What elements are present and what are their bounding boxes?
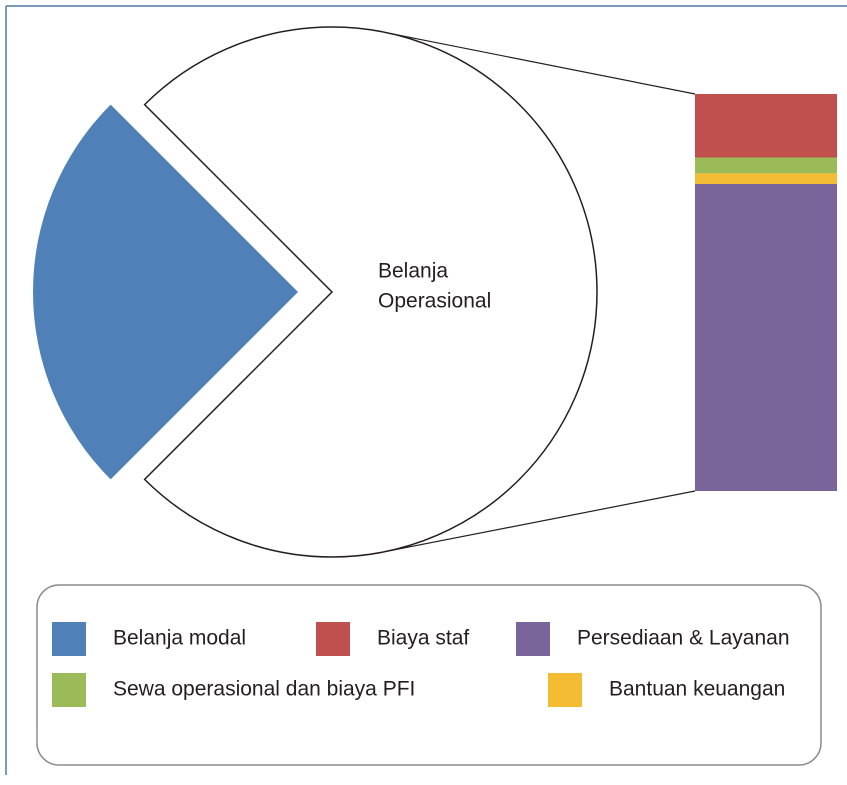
legend-swatch xyxy=(548,673,582,707)
legend-swatch xyxy=(52,673,86,707)
legend-label: Biaya staf xyxy=(377,627,469,650)
pie-label: Operasional xyxy=(378,290,491,313)
legend-label: Persediaan & Layanan xyxy=(577,627,790,650)
legend-label: Belanja modal xyxy=(113,627,246,650)
legend-swatch xyxy=(516,622,550,656)
pie-label: Belanja xyxy=(378,260,448,283)
bar-segment xyxy=(695,173,837,184)
connector xyxy=(384,490,696,553)
bar-segment xyxy=(695,157,837,174)
pie-slice xyxy=(143,26,598,558)
legend-swatch xyxy=(52,622,86,656)
legend-label: Sewa operasional dan biaya PFI xyxy=(113,678,415,701)
bar-segment xyxy=(695,183,837,491)
connector xyxy=(389,32,696,95)
legend-label: Bantuan keuangan xyxy=(609,678,785,701)
pie-slice xyxy=(33,104,299,480)
bar-segment xyxy=(695,94,837,158)
legend-swatch xyxy=(316,622,350,656)
legend-box xyxy=(36,584,822,766)
